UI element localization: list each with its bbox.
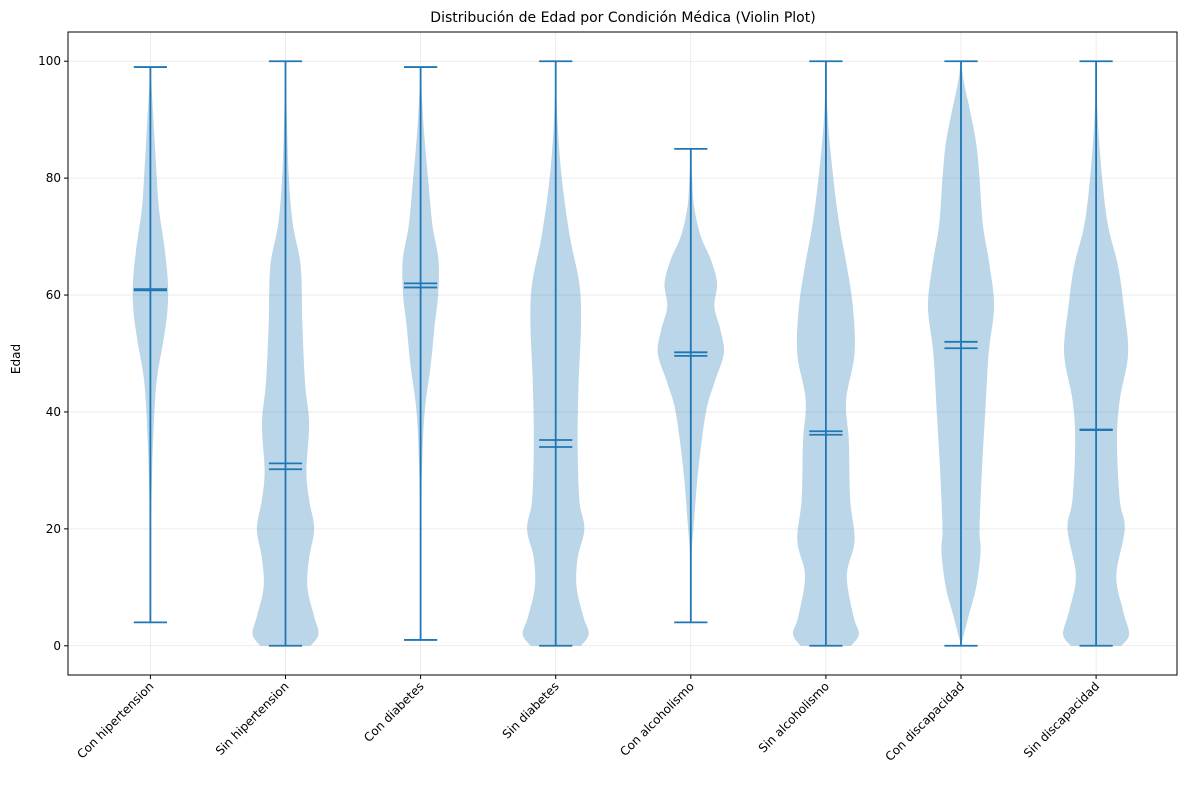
y-tick-label: 100 bbox=[38, 54, 61, 68]
y-tick-label: 40 bbox=[46, 405, 61, 419]
x-tick-label: Con discapacidad bbox=[882, 679, 967, 764]
x-tick-label: Con hipertension bbox=[74, 679, 156, 761]
y-tick-label: 80 bbox=[46, 171, 61, 185]
x-tick-label: Sin discapacidad bbox=[1021, 679, 1102, 760]
y-tick-label: 20 bbox=[46, 522, 61, 536]
chart-title: Distribución de Edad por Condición Médic… bbox=[430, 10, 815, 26]
x-tick-label: Sin diabetes bbox=[500, 679, 562, 741]
x-tick-label: Con alcoholismo bbox=[617, 679, 697, 759]
x-tick-label: Sin hipertension bbox=[213, 679, 292, 758]
y-tick-label: 60 bbox=[46, 288, 61, 302]
y-tick-label: 0 bbox=[53, 639, 61, 653]
y-axis-label: Edad bbox=[9, 344, 23, 374]
grid-layer bbox=[68, 32, 1177, 675]
x-tick-label: Sin alcoholismo bbox=[756, 679, 832, 755]
plot-frame bbox=[67, 31, 1178, 676]
x-tick-label: Con diabetes bbox=[361, 679, 427, 745]
violin-layer bbox=[132, 60, 1130, 647]
